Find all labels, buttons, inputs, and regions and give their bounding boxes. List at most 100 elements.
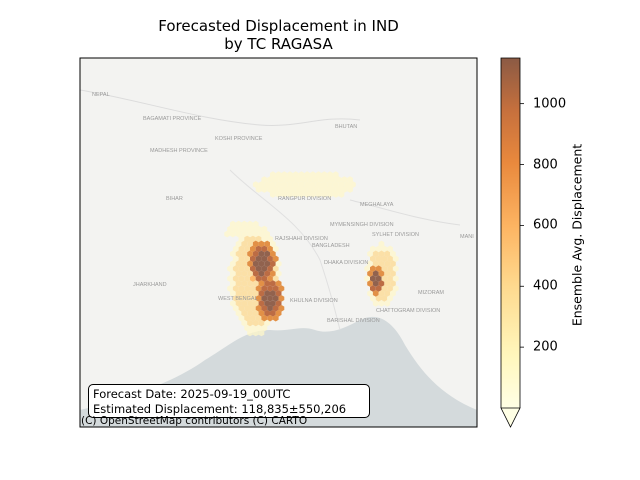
hexbin-cell xyxy=(390,290,396,297)
hexbin-cell xyxy=(255,235,262,243)
hexbin-cell xyxy=(238,275,245,282)
hexbin-cell xyxy=(252,319,259,327)
hexbin-cell xyxy=(252,240,259,248)
hexbin-cell xyxy=(241,319,248,327)
hexbin-cell xyxy=(330,186,336,193)
hexbin-cell xyxy=(235,220,242,228)
hexbin-cell xyxy=(252,250,259,258)
hexbin-cell xyxy=(272,176,279,183)
hexbin-cell xyxy=(244,295,250,302)
map-attribution: (C) OpenStreetMap contributors (C) CARTO xyxy=(81,415,308,427)
hexbin-cell xyxy=(301,186,308,193)
hexbin-cell xyxy=(258,270,265,277)
hexbin-cell xyxy=(392,275,399,282)
hexbin-cell xyxy=(264,300,270,307)
map-label: SYLHET DIVISION xyxy=(372,232,419,238)
border-line xyxy=(229,169,341,331)
hexbin-cell xyxy=(247,319,253,327)
hexbin-cell xyxy=(270,270,276,277)
border-line xyxy=(349,199,461,226)
hexbin-cell xyxy=(310,171,316,178)
hexbin-cell xyxy=(284,176,290,183)
hexbin-cell xyxy=(304,191,310,198)
hexbin-cell xyxy=(230,220,236,228)
map-labels: NEPAL BAGAMATI PROVINCE KOSHI PROVINCE MADH… xyxy=(92,92,474,324)
hexbin-cell xyxy=(272,186,279,193)
map-label: WEST BENGAL xyxy=(218,296,258,302)
hexbin-cell xyxy=(264,181,270,188)
map-label: MANI xyxy=(460,234,474,240)
hexbin-cell xyxy=(261,235,268,243)
hexbin-cell xyxy=(324,176,330,183)
hexbin-cell xyxy=(384,300,391,307)
hexbin-cell xyxy=(270,171,276,178)
hexbin-cell xyxy=(318,176,325,183)
hexbin-cell xyxy=(230,260,236,268)
map-label: DHAKA DIVISION xyxy=(324,260,368,266)
hexbin-cell xyxy=(387,295,393,302)
chart-title-line1: Forecasted Displacement in IND xyxy=(158,17,399,35)
hexbin-cell xyxy=(255,295,262,302)
hexbin-cell xyxy=(247,250,253,258)
hexbin-cell xyxy=(252,270,259,277)
hexbin-cell xyxy=(341,176,348,183)
hexbin-cell xyxy=(381,265,388,272)
hexbin-cell xyxy=(272,255,279,263)
hexbin-cell xyxy=(235,270,242,277)
border-line xyxy=(80,89,361,126)
map-label: KOSHI PROVINCE xyxy=(215,136,263,142)
hexbin-cell xyxy=(372,270,379,277)
hexbin-cell xyxy=(364,275,370,282)
hexbin-cell xyxy=(381,255,388,263)
map-label: BARISHAL DIVISION xyxy=(327,318,380,324)
hexbin-cell xyxy=(267,265,273,272)
colorbar-extend xyxy=(500,407,521,428)
hexbin-cell xyxy=(230,230,236,238)
colorbar-tick-label: 600 xyxy=(533,217,558,233)
hexbin-cell xyxy=(367,260,373,268)
colorbar-frame xyxy=(500,57,521,408)
hexbin-cell xyxy=(264,290,270,297)
hexbin-cell xyxy=(392,255,399,263)
hexbin-cell xyxy=(292,171,299,178)
hexbin-cell xyxy=(292,191,299,198)
hexbin-cell xyxy=(384,250,391,258)
hexbin-cell xyxy=(261,265,268,272)
hexbin-cell xyxy=(227,285,233,292)
hexbin-cell xyxy=(258,300,265,307)
map-label: BAGAMATI PROVINCE xyxy=(143,116,202,122)
hexbin-cell xyxy=(272,314,279,322)
hexbin-cell xyxy=(244,225,250,233)
info-box: Forecast Date: 2025-09-19_00UTC Estimate… xyxy=(88,384,370,418)
hexbin-cell xyxy=(235,250,242,258)
hexbin-cell xyxy=(244,255,250,263)
hexbin-cell xyxy=(310,191,316,198)
hexbin-cell xyxy=(247,220,253,228)
hexbin-cell xyxy=(378,280,385,287)
hexbin-cell xyxy=(384,260,391,268)
hexbin-cell xyxy=(370,285,376,292)
hexbin-cell xyxy=(278,295,285,302)
hexbin-cell xyxy=(287,181,293,188)
hexbin-cell xyxy=(270,309,276,317)
hexbin-cell xyxy=(255,305,262,312)
hexbin-cell xyxy=(344,181,350,188)
hexbin-cell xyxy=(272,245,279,253)
hexbin-cell xyxy=(247,280,253,287)
hexbin-cell xyxy=(392,265,399,272)
hexbin-cell xyxy=(364,265,370,272)
hexbin-cell xyxy=(258,181,265,188)
hexbin-cell xyxy=(275,309,282,317)
hexbin-cell xyxy=(278,176,285,183)
hexbin-cell xyxy=(230,290,236,297)
map-label: RAJSHAHI DIVISION xyxy=(275,236,328,242)
hexbin-cell xyxy=(232,295,239,302)
hexbin-cell xyxy=(390,260,396,268)
hexbin-cell xyxy=(367,250,373,258)
hexbin-cell xyxy=(258,290,265,297)
hexbin-cell xyxy=(264,250,270,258)
hexbin-cell xyxy=(381,295,388,302)
hexbin-cell xyxy=(387,245,393,253)
hexbin-cell xyxy=(392,285,399,292)
hexbin-cell xyxy=(252,230,259,238)
